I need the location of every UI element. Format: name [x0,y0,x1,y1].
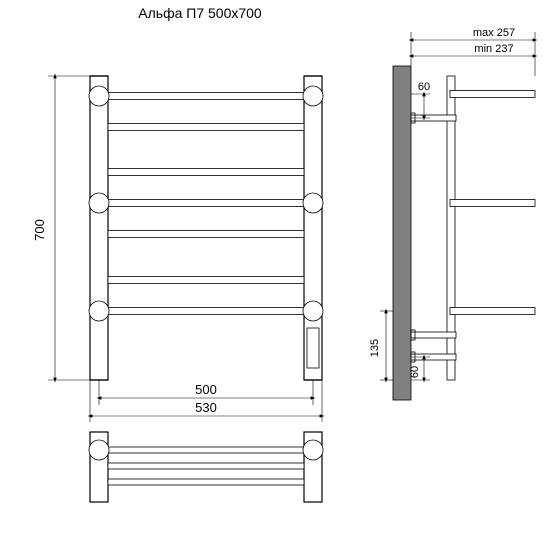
control-panel [307,328,319,368]
front-rungs [108,93,304,315]
svg-text:min 237: min 237 [474,43,513,55]
wall [393,66,411,400]
svg-text:700: 700 [32,219,47,241]
svg-text:60: 60 [409,366,421,378]
dim-60-bottom: 60 [409,357,430,380]
dim-height-700: 700 [32,76,90,380]
product-title: Альфа П7 500x700 [138,5,262,21]
svg-text:60: 60 [418,81,430,93]
top-view [89,432,323,502]
front-view: 700 500 530 [32,76,323,422]
dim-max-min: max 257 min 237 [411,27,535,76]
dim-135: 135 [369,311,393,380]
svg-text:530: 530 [195,400,217,415]
svg-text:max 257: max 257 [473,27,515,39]
dim-60-top: 60 [411,81,430,118]
svg-text:135: 135 [369,339,381,357]
svg-text:500: 500 [195,382,217,397]
side-view: max 257 min 237 60 135 60 [369,27,535,400]
